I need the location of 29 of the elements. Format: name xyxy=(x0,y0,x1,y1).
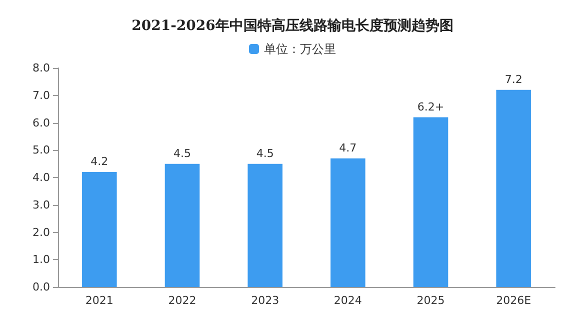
y-tick-label: 6.0 xyxy=(32,116,50,130)
bar xyxy=(330,158,366,287)
bar xyxy=(248,164,282,287)
data-label: 4.2 xyxy=(90,155,108,168)
data-label: 7.2 xyxy=(504,72,522,86)
chart-title: 2021-2026年中国特高压线路输电长度预测趋势图 xyxy=(132,17,454,34)
data-label: 4.5 xyxy=(174,146,191,160)
legend-label: 单位：万公里 xyxy=(264,42,336,56)
x-tick-label: 2021 xyxy=(85,294,114,307)
y-tick-label: 0.0 xyxy=(32,280,50,294)
data-label: 6.2+ xyxy=(417,100,444,114)
data-label: 4.7 xyxy=(339,141,357,154)
y-tick-label: 1.0 xyxy=(32,253,50,266)
bar xyxy=(496,90,531,287)
x-tick-label: 2023 xyxy=(251,294,280,307)
y-tick-label: 4.0 xyxy=(32,171,50,184)
bar xyxy=(82,172,117,287)
y-tick-label: 2.0 xyxy=(32,226,50,239)
bar xyxy=(413,117,448,287)
x-tick-label: 2022 xyxy=(168,294,196,307)
x-tick-label: 2025 xyxy=(416,294,445,307)
y-tick-label: 8.0 xyxy=(32,62,50,74)
x-tick-label: 2024 xyxy=(334,294,362,307)
y-tick-label: 5.0 xyxy=(32,144,50,157)
x-tick-label: 2026E xyxy=(496,294,532,307)
data-label: 4.5 xyxy=(256,146,274,160)
y-tick-label: 3.0 xyxy=(32,198,50,212)
y-tick-label: 7.0 xyxy=(32,88,50,102)
bar xyxy=(164,164,200,287)
